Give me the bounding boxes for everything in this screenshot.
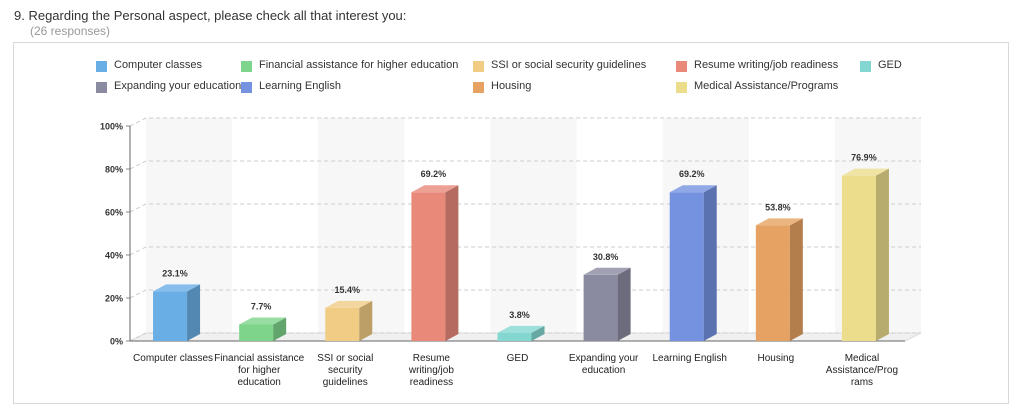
legend-label: Medical Assistance/Programs (694, 80, 839, 92)
response-count: (26 responses) (30, 24, 111, 38)
bar-top (411, 185, 459, 193)
data-label: 15.4% (335, 285, 361, 295)
bar-side (875, 168, 889, 341)
bar-front (411, 192, 446, 341)
legend-label: SSI or social security guidelines (491, 59, 647, 71)
legend-label: Expanding your education (114, 80, 242, 92)
data-label: 76.9% (851, 153, 877, 163)
gridline (129, 203, 921, 213)
bar[interactable] (841, 168, 889, 341)
bar-front (239, 324, 274, 341)
bar-side (789, 218, 803, 341)
y-tick-label: 20% (105, 294, 123, 304)
y-tick-label: 100% (100, 122, 123, 132)
legend-swatch (473, 82, 484, 93)
bar-side (531, 325, 545, 341)
legend-label: Housing (491, 80, 532, 92)
legend-swatch (860, 61, 871, 72)
legend-swatch (241, 82, 252, 93)
bar[interactable] (755, 218, 803, 341)
legend-label: Learning English (259, 80, 341, 92)
bar-front (497, 332, 532, 341)
bar-top (841, 168, 889, 176)
bar-top (325, 300, 373, 308)
x-tick-label: readiness (410, 377, 453, 388)
x-tick-label: guidelines (323, 377, 368, 388)
x-tick-label: education (237, 377, 280, 388)
x-tick-label: Assistance/Prog (826, 365, 898, 376)
x-tick-label: GED (507, 353, 529, 364)
x-tick-label: Housing (757, 353, 794, 364)
x-tick-label: for higher (238, 365, 281, 376)
y-tick-label: 60% (105, 208, 123, 218)
bar[interactable] (153, 284, 201, 341)
bar[interactable] (239, 317, 287, 341)
x-tick-label: rams (851, 377, 873, 388)
plot-band (318, 118, 405, 333)
bar-side (617, 267, 631, 341)
y-tick-label: 80% (105, 165, 123, 175)
bar-front (755, 225, 790, 341)
bar[interactable] (669, 185, 717, 341)
bar-top (153, 284, 201, 292)
data-label: 3.8% (509, 310, 530, 320)
legend-label: GED (878, 59, 902, 71)
data-label: 69.2% (679, 169, 705, 179)
bar[interactable] (497, 325, 545, 341)
gridline (129, 332, 921, 342)
bar-front (669, 192, 704, 341)
bar-top (583, 267, 631, 275)
legend-swatch (241, 61, 252, 72)
x-tick-label: Resume (413, 353, 451, 364)
bar-side (359, 300, 373, 341)
y-tick-label: 0% (110, 337, 123, 347)
data-label: 30.8% (593, 252, 619, 262)
gridline (129, 246, 921, 256)
x-tick-label: security (328, 365, 362, 376)
x-tick-label: Financial assistance (214, 353, 304, 364)
bar-top (239, 317, 287, 325)
bar-side (703, 185, 717, 341)
bar[interactable] (411, 185, 459, 341)
bar-side (445, 185, 459, 341)
bar-side (273, 317, 287, 341)
data-label: 53.8% (765, 202, 791, 212)
bar[interactable] (583, 267, 631, 341)
x-tick-label: Medical (845, 353, 879, 364)
data-label: 23.1% (162, 268, 188, 278)
bar-top (669, 185, 717, 193)
legend-swatch (96, 61, 107, 72)
legend-label: Resume writing/job readiness (694, 59, 839, 71)
bar-front (325, 307, 360, 341)
legend-swatch (96, 82, 107, 93)
gridline (129, 117, 921, 127)
legend-swatch (676, 82, 687, 93)
x-tick-label: Learning English (652, 353, 727, 364)
gridline (129, 160, 921, 170)
x-tick-label: writing/job (408, 365, 454, 376)
x-tick-label: Expanding your (569, 353, 639, 364)
data-label: 69.2% (421, 169, 447, 179)
legend-label: Financial assistance for higher educatio… (259, 59, 459, 71)
bar-front (153, 291, 188, 341)
x-tick-label: SSI or social (317, 353, 373, 364)
bar-top (755, 218, 803, 226)
x-tick-label: education (582, 365, 625, 376)
x-tick-label: Computer classes (133, 353, 213, 364)
legend-label: Computer classes (114, 59, 203, 71)
legend-swatch (676, 61, 687, 72)
bar-front (583, 274, 618, 341)
bar-side (187, 284, 201, 341)
y-tick-label: 40% (105, 251, 123, 261)
legend-swatch (473, 61, 484, 72)
question-title: 9. Regarding the Personal aspect, please… (14, 8, 407, 23)
bar-top (497, 325, 545, 333)
plot-band (490, 118, 577, 333)
data-label: 7.7% (251, 301, 272, 311)
bar-front (841, 175, 876, 341)
gridline (129, 289, 921, 299)
bar[interactable] (325, 300, 373, 341)
